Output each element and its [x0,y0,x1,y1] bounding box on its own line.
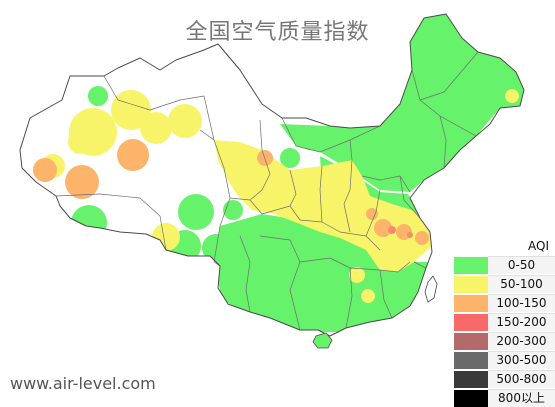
legend-label: 0-50 [488,256,555,274]
legend-label: 150-200 [488,313,555,331]
legend-item: 150-200 [454,312,555,331]
legend-item: 0-50 [454,255,555,274]
aqi-region-moderate [41,89,519,303]
legend-label: 100-150 [488,294,555,312]
legend-label: 50-100 [488,275,555,293]
legend-swatch [454,370,488,388]
legend-label: 800以上 [488,389,555,407]
legend-item: 300-500 [454,350,555,369]
legend-rows: 0-50 50-100 100-150 150-200 200-300 300-500 50… [454,255,555,407]
map-title: 全国空气质量指数 [185,20,370,45]
legend-label: 200-300 [488,332,555,350]
aqi-region-unhealthy [388,226,413,238]
aqi-legend: AQI 0-50 50-100 100-150 150-200 200-300 300-5… [454,237,555,407]
legend-item: 100-150 [454,293,555,312]
legend-swatch [454,351,488,369]
legend-swatch [454,389,488,407]
site-watermark: www.air-level.com [10,374,156,393]
taiwan-island [424,275,438,303]
legend-label: 500-800 [488,370,555,388]
legend-item: 500-800 [454,369,555,388]
hainan-island [312,332,333,349]
legend-swatch [454,275,488,293]
legend-item: 200-300 [454,331,555,350]
aqi-region-sensitive [33,139,429,245]
legend-item: 50-100 [454,274,555,293]
legend-swatch [454,256,488,274]
legend-item: 800以上 [454,388,555,407]
legend-title: AQI [528,239,549,253]
legend-swatch [454,294,488,312]
legend-swatch [454,332,488,350]
china-border [19,13,525,337]
legend-swatch [454,313,488,331]
legend-label: 300-500 [488,351,555,369]
